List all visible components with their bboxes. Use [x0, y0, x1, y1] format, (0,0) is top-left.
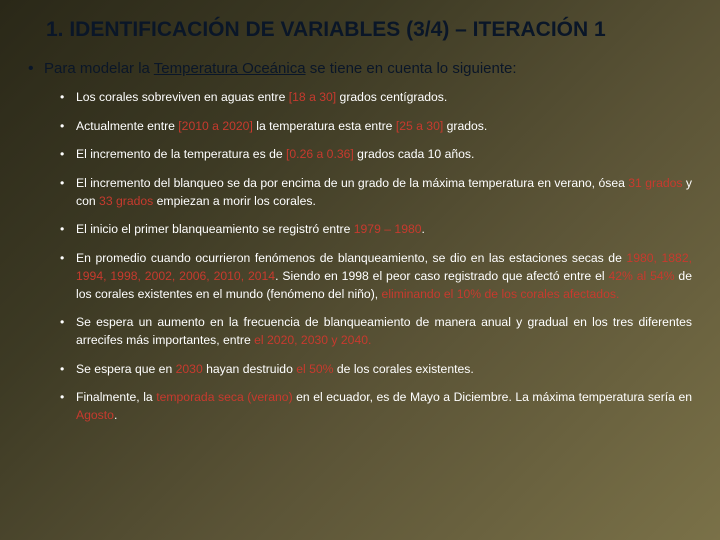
text: hayan destruido — [203, 362, 297, 376]
text: Finalmente, la — [76, 390, 156, 404]
text: Actualmente entre — [76, 119, 178, 133]
highlight: [0.26 a 0.36] — [286, 147, 354, 161]
text: Se espera un aumento en la frecuencia de… — [76, 315, 692, 347]
highlight: [25 a 30] — [396, 119, 443, 133]
intro-text: Para modelar la Temperatura Oceánica se … — [42, 60, 692, 77]
slide-title: 1. IDENTIFICACIÓN DE VARIABLES (3/4) – I… — [28, 18, 692, 42]
highlight: el 2020, 2030 y 2040. — [254, 333, 371, 347]
highlight: temporada seca (verano) — [156, 390, 292, 404]
highlight: 42% al 54% — [608, 269, 674, 283]
highlight: eliminando el 10% de los corales afectad… — [382, 287, 620, 301]
text: El inicio el primer blanqueamiento se re… — [76, 222, 354, 236]
text: empiezan a morir los corales. — [153, 194, 316, 208]
list-item: Se espera un aumento en la frecuencia de… — [76, 314, 692, 349]
text: Se espera que en — [76, 362, 176, 376]
intro-suffix: se tiene en cuenta lo siguiente: — [306, 60, 517, 77]
text: grados. — [443, 119, 487, 133]
bullet-list: Los corales sobreviven en aguas entre [1… — [28, 89, 692, 425]
text: . — [114, 408, 117, 422]
list-item: El incremento del blanqueo se da por enc… — [76, 175, 692, 210]
intro-prefix: Para modelar la — [44, 60, 154, 77]
text: grados centígrados. — [336, 90, 447, 104]
highlight: 31 grados — [628, 176, 682, 190]
list-item: El incremento de la temperatura es de [0… — [76, 146, 692, 164]
list-item: El inicio el primer blanqueamiento se re… — [76, 221, 692, 239]
text: en el ecuador, es de Mayo a Diciembre. L… — [293, 390, 692, 404]
text: grados cada 10 años. — [354, 147, 475, 161]
highlight: 2030 — [176, 362, 203, 376]
text: de los corales existentes. — [334, 362, 474, 376]
text: El incremento de la temperatura es de — [76, 147, 286, 161]
intro-bullet: Para modelar la Temperatura Oceánica se … — [42, 60, 692, 77]
highlight: [2010 a 2020] — [178, 119, 253, 133]
text: Los corales sobreviven en aguas entre — [76, 90, 289, 104]
list-item: Los corales sobreviven en aguas entre [1… — [76, 89, 692, 107]
text: . Siendo en 1998 el peor caso registrado… — [275, 269, 608, 283]
text: . — [422, 222, 425, 236]
list-item: Se espera que en 2030 hayan destruido el… — [76, 361, 692, 379]
intro-underline: Temperatura Oceánica — [154, 60, 306, 77]
highlight: Agosto — [76, 408, 114, 422]
list-item: Actualmente entre [2010 a 2020] la tempe… — [76, 118, 692, 136]
highlight: el 50% — [296, 362, 333, 376]
text: la temperatura esta entre — [253, 119, 396, 133]
text: El incremento del blanqueo se da por enc… — [76, 176, 628, 190]
list-item: Finalmente, la temporada seca (verano) e… — [76, 389, 692, 424]
highlight: 1979 – 1980 — [354, 222, 422, 236]
text: En promedio cuando ocurrieron fenómenos … — [76, 251, 626, 265]
list-item: En promedio cuando ocurrieron fenómenos … — [76, 250, 692, 303]
highlight: 33 grados — [99, 194, 153, 208]
highlight: [18 a 30] — [289, 90, 336, 104]
